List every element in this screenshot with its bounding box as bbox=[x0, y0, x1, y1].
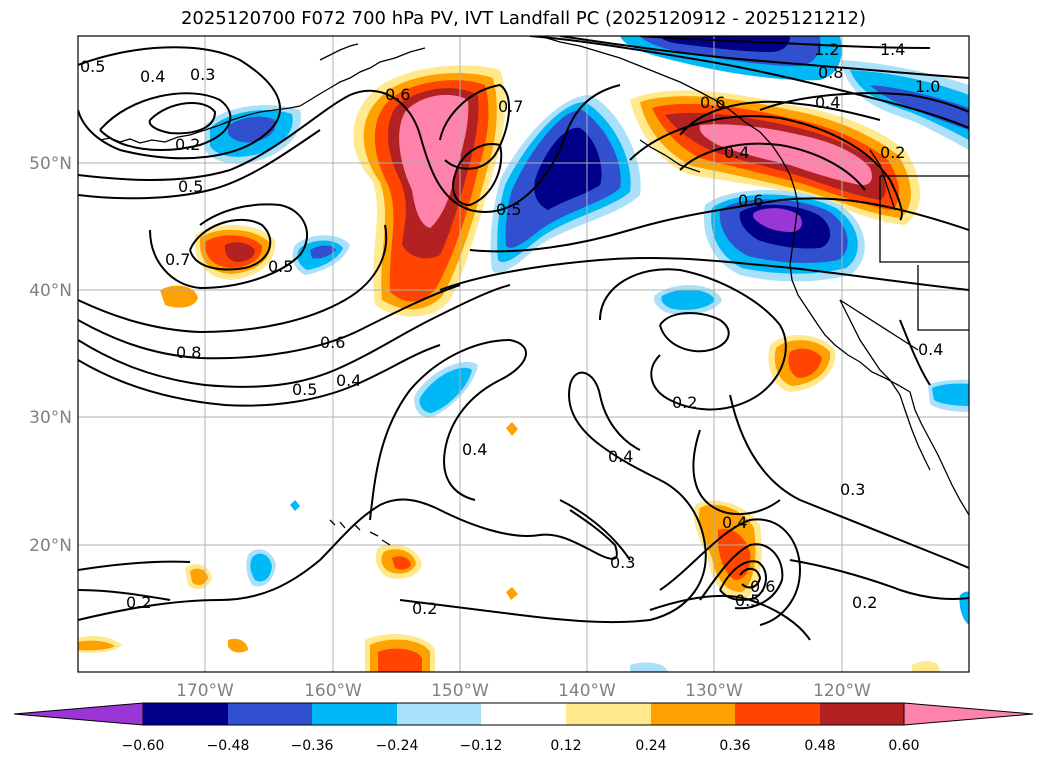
contour-label: 0.7 bbox=[498, 97, 523, 116]
coastlines bbox=[99, 36, 969, 546]
lat-label-30n: 30°N bbox=[29, 408, 72, 428]
colorbar-tick-label: 0.36 bbox=[719, 738, 750, 754]
contour-label: 0.4 bbox=[462, 440, 487, 459]
contour-label: 0.7 bbox=[165, 250, 190, 269]
pv-contours bbox=[78, 36, 969, 641]
contour-label: 0.5 bbox=[735, 591, 760, 610]
contour-label: 0.3 bbox=[190, 65, 215, 84]
contour-label: 0.4 bbox=[918, 340, 943, 359]
colorbar-segment bbox=[143, 703, 228, 725]
contour-label: 0.8 bbox=[818, 63, 843, 82]
colorbar-segment bbox=[228, 703, 312, 725]
contour-label: 1.0 bbox=[915, 77, 940, 96]
contour-label: 0.4 bbox=[336, 371, 361, 390]
lon-label-160w: 160°W bbox=[304, 681, 362, 701]
contour-label: 0.6 bbox=[320, 333, 345, 352]
colorbar-segment bbox=[481, 703, 566, 725]
lon-label-120w: 120°W bbox=[813, 681, 871, 701]
plot-frame bbox=[77, 35, 970, 673]
colorbar-extend-max bbox=[903, 702, 1034, 726]
colorbar-segment bbox=[397, 703, 481, 725]
colorbar: −0.60 −0.48 −0.36 −0.24 −0.12 0.12 0.24 … bbox=[13, 702, 1034, 754]
colorbar-tick-label: −0.36 bbox=[291, 738, 334, 754]
contour-label: 0.2 bbox=[880, 143, 905, 162]
contour-label: 1.2 bbox=[814, 40, 839, 59]
contour-label: 0.4 bbox=[608, 447, 633, 466]
contour-label: 0.4 bbox=[724, 143, 749, 162]
colorbar-segment bbox=[820, 703, 904, 725]
contour-label: 0.6 bbox=[738, 191, 763, 210]
contour-label: 0.2 bbox=[175, 135, 200, 154]
contour-label: 0.5 bbox=[292, 380, 317, 399]
colorbar-tick-label: −0.48 bbox=[207, 738, 250, 754]
contour-label: 0.5 bbox=[496, 200, 521, 219]
lon-label-170w: 170°W bbox=[176, 681, 234, 701]
lat-label-50n: 50°N bbox=[29, 154, 72, 174]
colorbar-tick-label: 0.24 bbox=[635, 738, 666, 754]
latitude-axis: 50°N 40°N 30°N 20°N bbox=[29, 154, 72, 556]
colorbar-tick-label: −0.60 bbox=[122, 738, 165, 754]
map-title: 2025120700 F072 700 hPa PV, IVT Landfall… bbox=[180, 8, 867, 29]
graticule bbox=[78, 36, 969, 672]
contour-label: 0.5 bbox=[178, 177, 203, 196]
lat-label-40n: 40°N bbox=[29, 281, 72, 301]
contour-label: 0.6 bbox=[750, 577, 775, 596]
contour-label: 0.3 bbox=[610, 553, 635, 572]
lon-label-130w: 130°W bbox=[685, 681, 743, 701]
contour-label: 1.4 bbox=[880, 40, 905, 59]
longitude-axis: 170°W 160°W 150°W 140°W 130°W 120°W bbox=[176, 681, 871, 701]
contour-label: 0.6 bbox=[385, 85, 410, 104]
contour-label: 0.2 bbox=[852, 593, 877, 612]
shaded-anomaly-field bbox=[78, 36, 969, 672]
lon-label-150w: 150°W bbox=[431, 681, 489, 701]
contour-label: 0.4 bbox=[140, 67, 165, 86]
lat-label-20n: 20°N bbox=[29, 536, 72, 556]
contour-label: 0.3 bbox=[840, 480, 865, 499]
contour-label: 0.5 bbox=[80, 57, 105, 76]
contour-label: 0.2 bbox=[126, 593, 151, 612]
lon-label-140w: 140°W bbox=[558, 681, 616, 701]
colorbar-tick-label: −0.12 bbox=[460, 738, 503, 754]
colorbar-extend-min bbox=[13, 702, 144, 726]
colorbar-segment bbox=[735, 703, 820, 725]
colorbar-tick-label: −0.24 bbox=[376, 738, 419, 754]
colorbar-tick-label: 0.12 bbox=[550, 738, 581, 754]
colorbar-segment bbox=[312, 703, 397, 725]
contour-label: 0.5 bbox=[268, 257, 293, 276]
colorbar-segment bbox=[651, 703, 735, 725]
colorbar-tick-label: 0.48 bbox=[804, 738, 835, 754]
contour-label: 0.2 bbox=[672, 393, 697, 412]
contour-label: 0.6 bbox=[700, 93, 725, 112]
contour-labels: 0.5 0.4 0.3 0.2 0.5 0.7 0.5 0.8 0.6 0.5 … bbox=[80, 40, 943, 618]
contour-label: 0.4 bbox=[722, 513, 747, 532]
contour-label: 0.2 bbox=[412, 599, 437, 618]
colorbar-segment bbox=[566, 703, 651, 725]
contour-label: 0.8 bbox=[176, 343, 201, 362]
contour-label: 0.4 bbox=[815, 93, 840, 112]
colorbar-tick-label: 0.60 bbox=[888, 738, 919, 754]
